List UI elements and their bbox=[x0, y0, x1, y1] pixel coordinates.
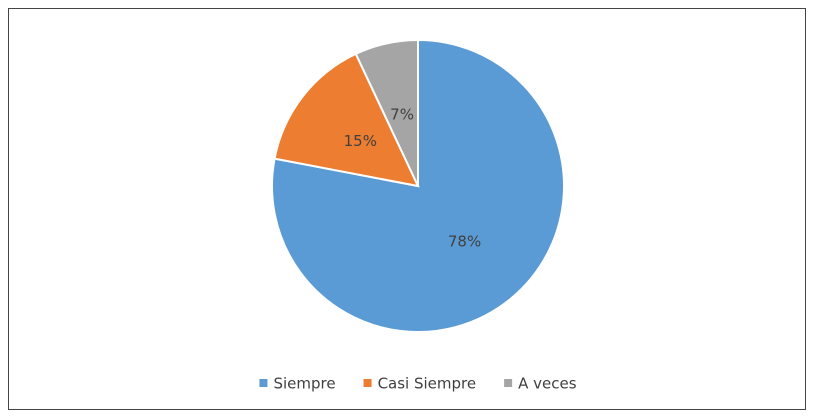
pie-slice bbox=[354, 38, 419, 187]
legend-swatch bbox=[504, 379, 513, 387]
pie-slice bbox=[273, 52, 420, 188]
legend-swatch bbox=[363, 379, 372, 387]
data-label: 7% bbox=[390, 105, 414, 123]
legend-label: Siempre bbox=[273, 375, 335, 393]
data-label: 15% bbox=[344, 132, 377, 150]
legend-swatch bbox=[259, 379, 268, 387]
legend-label: Casi Siempre bbox=[378, 375, 477, 393]
legend-label: A veces bbox=[518, 375, 577, 393]
data-label: 78% bbox=[448, 233, 481, 251]
